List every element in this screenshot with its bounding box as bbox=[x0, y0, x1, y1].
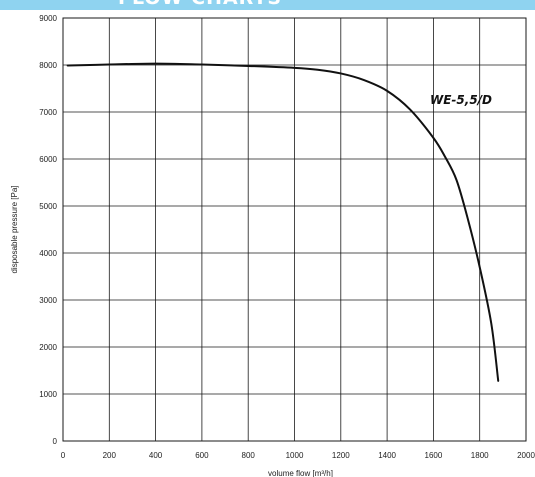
header-banner: FLOW CHARTS bbox=[0, 0, 535, 10]
y-tick-label: 4000 bbox=[39, 249, 57, 258]
series-label: WE-5,5/D bbox=[430, 93, 492, 107]
x-tick-label: 200 bbox=[103, 451, 117, 460]
x-tick-label: 2000 bbox=[517, 451, 535, 460]
plot-frame bbox=[62, 17, 527, 442]
grid-layer bbox=[62, 17, 527, 442]
series-layer: WE-5,5/D bbox=[66, 62, 500, 382]
y-tick-label: 3000 bbox=[39, 296, 57, 305]
x-tick-label: 1600 bbox=[425, 451, 443, 460]
y-axis-label: disposable pressure [Pa] bbox=[10, 185, 19, 273]
y-tick-label: 8000 bbox=[39, 61, 57, 70]
x-tick-label: 0 bbox=[61, 451, 66, 460]
x-tick-label: 1200 bbox=[332, 451, 350, 460]
x-axis-label: volume flow [m³/h] bbox=[268, 469, 333, 477]
page-title: FLOW CHARTS bbox=[118, 0, 282, 9]
x-tick-label: 1400 bbox=[378, 451, 396, 460]
y-tick-label: 1000 bbox=[39, 390, 57, 399]
y-tick-label: 5000 bbox=[39, 202, 57, 211]
tick-layer: 0 200 400 600 800 1000 1200 1400 1600 1800 2000 0 10… bbox=[39, 14, 535, 460]
x-tick-label: 1800 bbox=[471, 451, 489, 460]
y-tick-label: 7000 bbox=[39, 108, 57, 117]
x-tick-label: 1000 bbox=[286, 451, 304, 460]
x-tick-label: 400 bbox=[149, 451, 163, 460]
x-tick-label: 800 bbox=[242, 451, 256, 460]
series-line bbox=[66, 62, 500, 382]
x-tick-label: 600 bbox=[195, 451, 209, 460]
y-tick-label: 0 bbox=[53, 437, 58, 446]
y-tick-label: 2000 bbox=[39, 343, 57, 352]
y-tick-label: 9000 bbox=[39, 14, 57, 23]
y-tick-label: 6000 bbox=[39, 155, 57, 164]
